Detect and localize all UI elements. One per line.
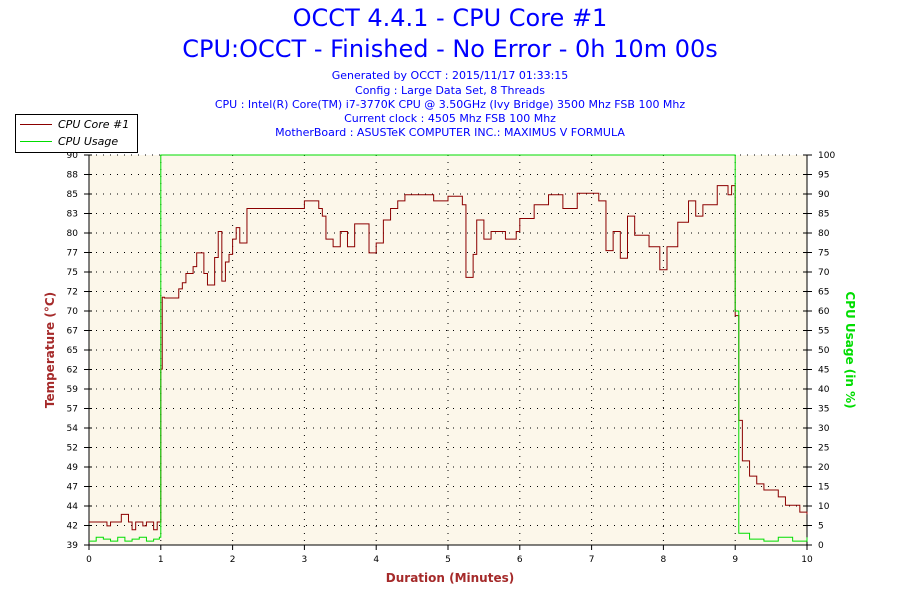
y-tick-label: 57 bbox=[67, 405, 78, 415]
info-generated: Generated by OCCT : 2015/11/17 01:33:15 bbox=[331, 69, 569, 82]
x-tick-label: 9 bbox=[732, 555, 738, 565]
legend-swatch-core bbox=[20, 124, 52, 125]
y-tick-label: 77 bbox=[67, 249, 78, 259]
legend-label: CPU Core #1 bbox=[58, 118, 130, 131]
x-tick-label: 3 bbox=[302, 555, 308, 565]
legend-label: CPU Usage bbox=[58, 135, 119, 148]
legend-item-core: CPU Core #1 bbox=[20, 118, 129, 131]
y2-tick-label: 65 bbox=[818, 288, 829, 298]
info-cpu: CPU : Intel(R) Core(TM) i7-3770K CPU @ 3… bbox=[214, 98, 686, 111]
x-axis-label: Duration (Minutes) bbox=[386, 571, 514, 585]
y2-tick-label: 10 bbox=[818, 502, 830, 512]
y2-tick-label: 80 bbox=[818, 229, 830, 239]
info-config: Config : Large Data Set, 8 Threads bbox=[355, 84, 545, 97]
y-tick-label: 90 bbox=[67, 151, 79, 161]
y-tick-label: 88 bbox=[67, 171, 79, 181]
series-line-cpu-usage bbox=[89, 154, 808, 542]
y-tick-label: 72 bbox=[67, 288, 78, 298]
y2-tick-label: 95 bbox=[818, 171, 829, 181]
y2-tick-label: 100 bbox=[818, 151, 835, 161]
y2-tick-label: 60 bbox=[818, 307, 830, 317]
y-tick-label: 59 bbox=[67, 385, 79, 395]
x-tick-label: 8 bbox=[661, 555, 667, 565]
y-tick-label: 47 bbox=[67, 483, 78, 493]
y2-tick-label: 70 bbox=[818, 268, 830, 278]
y-tick-label: 52 bbox=[67, 444, 78, 454]
y2-tick-label: 50 bbox=[818, 346, 830, 356]
y-tick-label: 65 bbox=[67, 346, 78, 356]
y-axis-label: Temperature (°C) bbox=[43, 292, 57, 408]
y2-tick-label: 0 bbox=[818, 541, 824, 551]
x-tick-label: 0 bbox=[86, 555, 92, 565]
y2-tick-label: 40 bbox=[818, 385, 830, 395]
y-tick-label: 75 bbox=[67, 268, 78, 278]
y-tick-label: 70 bbox=[67, 307, 79, 317]
y-tick-label: 42 bbox=[67, 522, 78, 532]
plot-area bbox=[89, 155, 807, 545]
y2-tick-label: 20 bbox=[818, 463, 830, 473]
y2-tick-label: 75 bbox=[818, 249, 829, 259]
y-tick-label: 62 bbox=[67, 366, 78, 376]
info-clock: Current clock : 4505 Mhz FSB 100 Mhz bbox=[344, 112, 556, 125]
series-line-core-temp bbox=[89, 185, 808, 531]
x-tick-label: 6 bbox=[517, 555, 523, 565]
legend: CPU Core #1 CPU Usage bbox=[15, 114, 138, 153]
y2-axis-label: CPU Usage (in %) bbox=[843, 291, 857, 408]
x-tick-label: 4 bbox=[373, 555, 379, 565]
x-tick-label: 2 bbox=[230, 555, 236, 565]
y2-tick-label: 90 bbox=[818, 190, 830, 200]
y2-tick-label: 55 bbox=[818, 327, 829, 337]
y2-tick-label: 25 bbox=[818, 444, 829, 454]
x-tick-label: 1 bbox=[158, 555, 164, 565]
y2-tick-label: 45 bbox=[818, 366, 829, 376]
chart-subtitle: CPU:OCCT - Finished - No Error - 0h 10m … bbox=[182, 35, 718, 63]
y-tick-label: 54 bbox=[67, 424, 79, 434]
y-tick-label: 49 bbox=[67, 463, 79, 473]
legend-swatch-usage bbox=[20, 141, 52, 142]
chart-title: OCCT 4.4.1 - CPU Core #1 bbox=[292, 4, 608, 32]
x-tick-label: 5 bbox=[445, 555, 451, 565]
info-motherboard: MotherBoard : ASUSTeK COMPUTER INC.: MAX… bbox=[275, 126, 625, 139]
legend-item-usage: CPU Usage bbox=[20, 135, 118, 148]
x-tick-label: 7 bbox=[589, 555, 595, 565]
y-tick-label: 80 bbox=[67, 229, 79, 239]
x-tick-label: 10 bbox=[801, 555, 813, 565]
y2-tick-label: 5 bbox=[818, 522, 824, 532]
y2-tick-label: 85 bbox=[818, 210, 829, 220]
y2-tick-label: 35 bbox=[818, 405, 829, 415]
y-tick-label: 85 bbox=[67, 190, 78, 200]
y-tick-label: 44 bbox=[67, 502, 79, 512]
y-tick-label: 83 bbox=[67, 210, 78, 220]
y-tick-label: 67 bbox=[67, 327, 78, 337]
y2-tick-label: 30 bbox=[818, 424, 830, 434]
y2-tick-label: 15 bbox=[818, 483, 829, 493]
y-tick-label: 39 bbox=[67, 541, 79, 551]
